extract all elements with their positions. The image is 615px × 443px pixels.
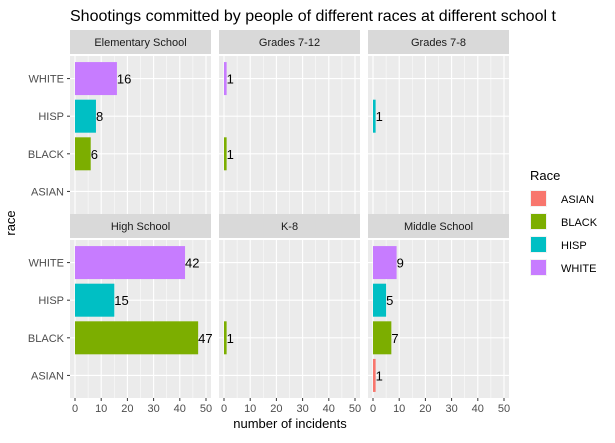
data-label: 8 — [96, 109, 103, 124]
x-tick-label: 50 — [200, 403, 212, 415]
legend-title: Race — [530, 168, 560, 183]
x-tick-label: 20 — [270, 403, 282, 415]
legend-label: BLACK — [561, 217, 598, 229]
chart-title: Shootings committed by people of differe… — [70, 8, 556, 25]
x-tick-label: 40 — [323, 403, 335, 415]
bar-white — [224, 62, 227, 96]
data-label: 16 — [117, 72, 131, 87]
legend-swatch — [531, 214, 546, 229]
facet-strip-label: Grades 7-8 — [411, 37, 466, 49]
facet-strip-label: Middle School — [404, 221, 473, 233]
bar-hisp — [75, 99, 96, 133]
x-tick-label: 0 — [72, 403, 78, 415]
bar-hisp — [373, 99, 376, 133]
y-tick-label: ASIAN — [31, 370, 64, 382]
facet-strip — [219, 214, 360, 238]
facet-strip — [368, 214, 509, 238]
y-tick-label: HISP — [38, 111, 64, 123]
facet-panel: Grades 7-12 1 1 — [219, 30, 360, 214]
data-label: 1 — [376, 109, 383, 124]
x-tick-label: 50 — [498, 403, 510, 415]
y-axis-label: race — [3, 210, 18, 235]
x-tick-label: 40 — [174, 403, 186, 415]
facet-strip — [219, 30, 360, 54]
facet-strip — [70, 214, 211, 238]
data-label: 7 — [391, 331, 398, 346]
x-tick-label: 30 — [445, 403, 457, 415]
data-label: 1 — [227, 72, 234, 87]
legend-label: HISP — [561, 240, 587, 252]
x-tick-label: 10 — [393, 403, 405, 415]
y-tick-label: HISP — [38, 295, 64, 307]
bar-black — [373, 321, 392, 355]
data-label: 1 — [376, 368, 383, 383]
bar-black — [75, 321, 199, 355]
x-tick-label: 50 — [349, 403, 361, 415]
x-axis-label: number of incidents — [233, 416, 347, 431]
facet-panel: Grades 7-8 1 — [368, 30, 509, 214]
y-tick-label: WHITE — [29, 258, 64, 270]
x-tick-label: 20 — [419, 403, 431, 415]
x-tick-label: 10 — [95, 403, 107, 415]
data-label: 47 — [198, 331, 212, 346]
data-label: 6 — [91, 147, 98, 162]
legend-swatch — [531, 260, 546, 275]
bar-black — [75, 137, 91, 171]
facet-strip — [70, 30, 211, 54]
data-label: 15 — [114, 293, 128, 308]
x-tick-label: 0 — [221, 403, 227, 415]
facet-panel: Elementary School 6 8 16 ASIAN BLACK HISP WHITE — [28, 30, 211, 214]
y-tick-label: BLACK — [28, 149, 65, 161]
legend-swatch — [531, 237, 546, 252]
bar-white — [75, 246, 186, 280]
facet-strip — [368, 30, 509, 54]
y-tick-label: BLACK — [28, 333, 65, 345]
facet-strip-label: K-8 — [281, 221, 298, 233]
bar-black — [224, 321, 227, 355]
y-tick-label: ASIAN — [31, 186, 64, 198]
data-label: 9 — [397, 256, 404, 271]
data-label: 42 — [185, 256, 199, 271]
legend-swatch — [531, 191, 546, 206]
bar-white — [75, 62, 117, 96]
facet-panel: High School 47 15 42 ASIAN BLACK HISP WHITE 0 10 2… — [28, 214, 213, 415]
facet-panel: K-810 10 20 30 40 50 — [219, 214, 361, 415]
x-tick-label: 30 — [296, 403, 308, 415]
facet-strip-label: High School — [111, 221, 170, 233]
x-tick-label: 30 — [147, 403, 159, 415]
bar-hisp — [75, 283, 115, 317]
bar-white — [373, 246, 397, 280]
data-label: 1 — [227, 331, 234, 346]
bar-black — [224, 137, 227, 171]
x-tick-label: 40 — [472, 403, 484, 415]
facet-strip-label: Elementary School — [94, 37, 186, 49]
y-tick-label: WHITE — [29, 74, 64, 86]
legend-label: ASIAN — [561, 194, 594, 206]
x-tick-label: 20 — [121, 403, 133, 415]
x-tick-label: 10 — [244, 403, 256, 415]
x-tick-label: 0 — [370, 403, 376, 415]
data-label: 1 — [227, 147, 234, 162]
bar-hisp — [373, 283, 387, 317]
data-label: 5 — [386, 293, 393, 308]
facet-panel: Middle School 1 7 5 9 0 10 20 30 40 50 — [368, 214, 510, 415]
facet-panels: Elementary School 6 8 16 ASIAN BLACK HISP WHITE… — [28, 30, 510, 415]
legend-label: WHITE — [561, 263, 596, 275]
facet-strip-label: Grades 7-12 — [259, 37, 320, 49]
bar-asian — [373, 358, 376, 392]
